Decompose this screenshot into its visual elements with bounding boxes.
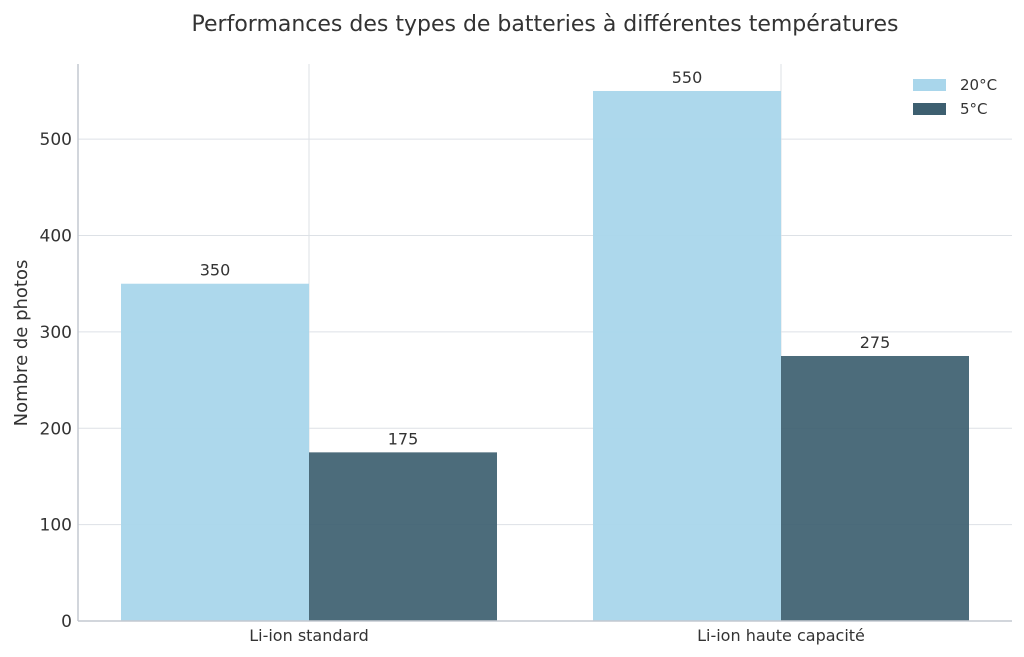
legend: 20°C 5°C <box>913 76 997 118</box>
bar <box>593 90 781 622</box>
legend-swatch <box>913 103 946 115</box>
tick-labels: Li-ion standard Li-ion haute capacité 0 100… <box>40 130 865 645</box>
x-tick-label: Li-ion haute capacité <box>697 626 865 645</box>
data-labels: 350 175 550 275 <box>200 68 891 448</box>
data-label: 275 <box>860 333 891 352</box>
bars <box>121 90 969 622</box>
chart-title: Performances des types de batteries à di… <box>192 12 899 37</box>
x-tick-label: Li-ion standard <box>249 626 369 645</box>
legend-label: 5°C <box>960 100 988 118</box>
bar <box>121 283 309 621</box>
axes <box>77 64 1012 622</box>
y-axis-label: Nombre de photos <box>11 260 32 427</box>
y-tick-label: 300 <box>40 323 72 343</box>
legend-swatch <box>913 79 946 91</box>
data-label: 350 <box>200 261 231 280</box>
y-tick-label: 0 <box>61 612 72 632</box>
legend-label: 20°C <box>960 76 997 94</box>
y-tick-label: 500 <box>40 130 72 150</box>
y-tick-label: 400 <box>40 227 72 247</box>
y-tick-label: 100 <box>40 516 72 536</box>
bar <box>309 452 497 621</box>
bar <box>781 355 969 621</box>
data-label: 550 <box>672 68 703 87</box>
data-label: 175 <box>388 429 419 448</box>
y-tick-label: 200 <box>40 419 72 439</box>
